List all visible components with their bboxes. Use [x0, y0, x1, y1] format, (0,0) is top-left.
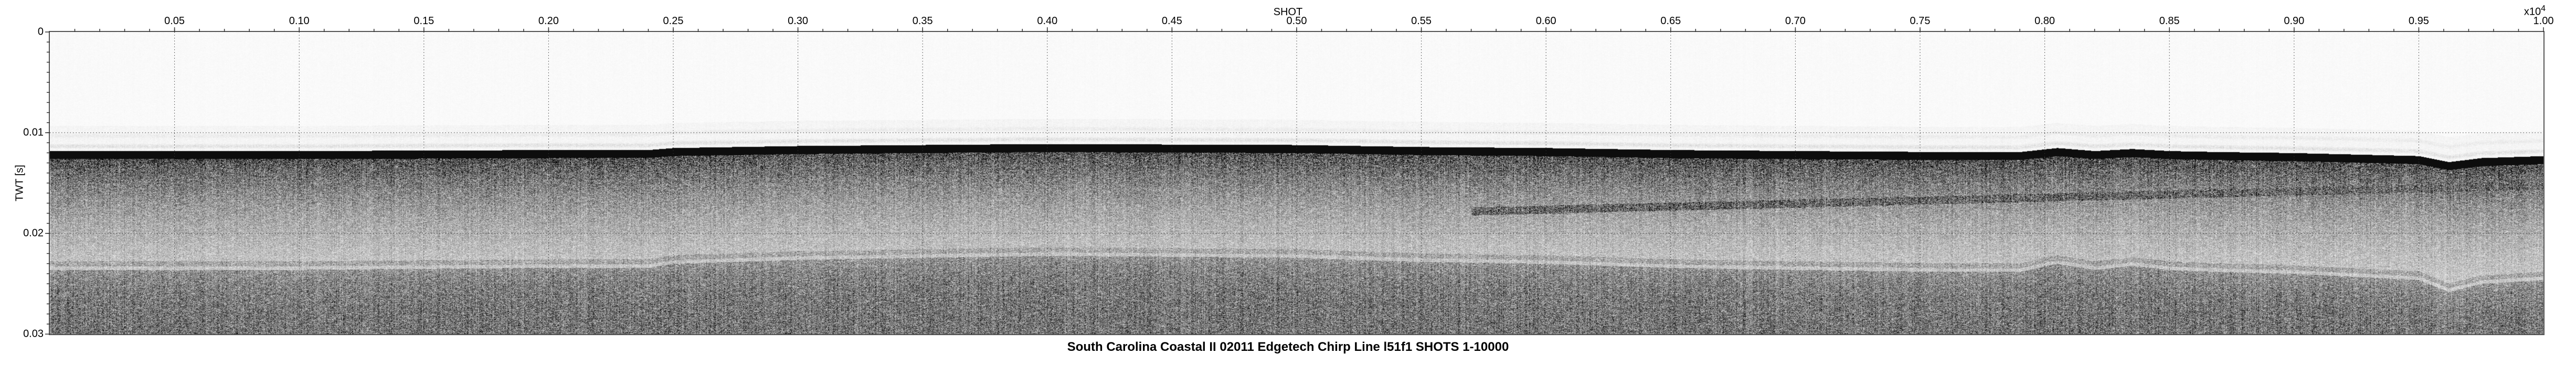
grid-and-ticks	[45, 27, 2544, 335]
y-tick-label: 0.03	[23, 328, 44, 340]
y-axis-label: TWT [s]	[14, 165, 26, 201]
x-axis-label: SHOT	[1273, 6, 1303, 18]
y-tick-label: 0.02	[23, 227, 44, 239]
y-tick-label: 0	[37, 26, 44, 38]
multiplier-base: x10	[2524, 6, 2541, 18]
x-axis-multiplier: x104	[2524, 4, 2546, 18]
y-tick-label: 0.01	[23, 126, 44, 138]
multiplier-exponent: 4	[2541, 4, 2546, 13]
chart-title: South Carolina Coastal II 02011 Edgetech…	[1067, 340, 1509, 354]
